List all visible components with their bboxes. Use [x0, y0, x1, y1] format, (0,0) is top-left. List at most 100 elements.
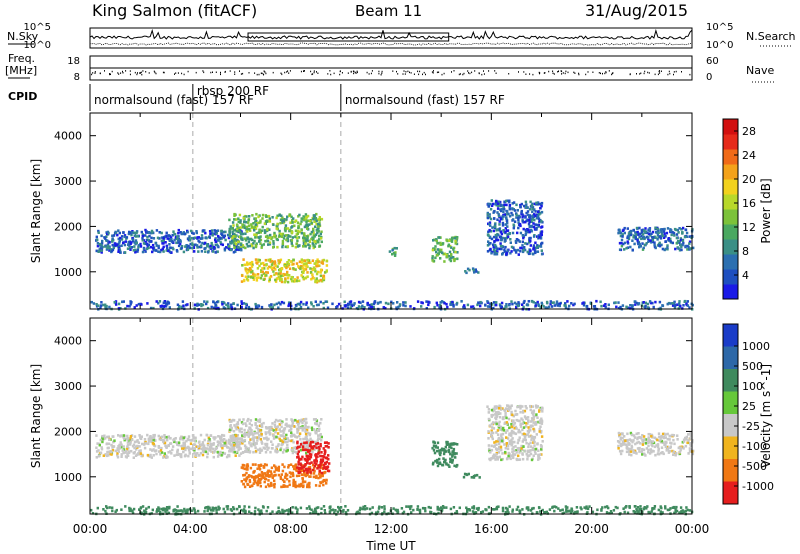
echo-cell: [168, 243, 171, 246]
echo-cell: [514, 241, 518, 244]
echo-cell: [312, 227, 315, 231]
echo-cell: [497, 426, 501, 429]
nave-dot: [578, 72, 580, 75]
echo-cell: [199, 451, 203, 455]
echo-cell: [190, 236, 194, 240]
echo-cell: [321, 474, 324, 478]
nave-dot: [284, 71, 286, 74]
echo-cell: [636, 230, 639, 234]
echo-cell: [489, 217, 493, 221]
echo-cell: [273, 464, 276, 467]
echo-cell: [301, 271, 305, 274]
echo-cell: [309, 469, 312, 473]
echo-cell: [208, 447, 211, 451]
echo-cell: [285, 266, 288, 270]
echo-cell: [505, 213, 508, 216]
echo-cell: [232, 239, 236, 242]
echo-cell: [286, 245, 289, 248]
nave-dot: [558, 70, 559, 72]
nave-dot: [122, 70, 123, 73]
echo-cell: [535, 413, 538, 416]
echo-cell: [278, 260, 282, 264]
echo-cell: [282, 484, 285, 487]
echo-cell: [599, 300, 602, 304]
echo-cell: [244, 479, 248, 483]
echo-cell: [106, 435, 109, 439]
echo-cell: [168, 306, 171, 309]
echo-cell: [304, 467, 308, 471]
echo-cell: [534, 250, 537, 254]
echo-cell: [270, 259, 274, 263]
nave-dot: [483, 70, 484, 72]
echo-cell: [139, 452, 143, 455]
echo-cell: [122, 435, 125, 439]
echo-cell: [116, 448, 120, 452]
echo-cell: [236, 426, 239, 430]
echo-cell: [229, 450, 232, 453]
echo-cell: [618, 434, 621, 438]
echo-cell: [159, 453, 162, 456]
echo-cell: [297, 423, 300, 426]
echo-cell: [316, 258, 319, 261]
echo-cell: [320, 435, 323, 439]
cpid-segment-label: normalsound (fast) 157 RF: [94, 93, 254, 107]
echo-cell: [649, 239, 652, 242]
echo-cell: [502, 429, 506, 432]
echo-cell: [653, 241, 656, 244]
echo-cell: [122, 451, 125, 455]
echo-cell: [126, 443, 130, 447]
echo-cell: [537, 453, 540, 457]
echo-cell: [271, 236, 274, 239]
echo-cell: [490, 433, 493, 437]
echo-cell: [526, 228, 529, 231]
echo-cell: [284, 279, 287, 283]
echo-cell: [431, 255, 434, 258]
echo-cell: [615, 305, 618, 309]
echo-cell: [115, 508, 118, 512]
echo-cell: [497, 451, 501, 454]
echo-cell: [308, 452, 311, 456]
echo-cell: [496, 250, 499, 253]
echo-cell: [662, 236, 666, 239]
echo-cell: [138, 434, 141, 437]
echo-cell: [182, 250, 186, 254]
echo-cell: [452, 447, 456, 451]
echo-cell: [237, 242, 240, 245]
echo-cell: [531, 206, 535, 209]
echo-cell: [118, 443, 121, 447]
echo-cell: [524, 232, 528, 235]
echo-cell: [510, 454, 513, 457]
echo-cell: [645, 447, 649, 450]
echo-cell: [257, 474, 260, 478]
echo-cell: [495, 421, 498, 424]
echo-cell: [233, 212, 236, 216]
echo-cell: [532, 215, 536, 218]
nave-dot: [212, 71, 213, 73]
nave-dot: [137, 72, 138, 74]
echo-cell: [114, 244, 117, 247]
echo-cell: [455, 242, 459, 246]
echo-cell: [290, 439, 293, 443]
echo-cell: [257, 430, 260, 433]
noise-right-tick-high: 10^5: [706, 22, 733, 33]
echo-cell: [222, 234, 225, 238]
echo-cell: [627, 443, 631, 446]
echo-cell: [671, 241, 674, 245]
echo-cell: [512, 201, 516, 204]
echo-cell: [268, 220, 272, 223]
echo-cell: [311, 259, 315, 262]
echo-cell: [165, 445, 168, 448]
echo-cell: [214, 251, 217, 254]
echo-cell: [532, 247, 535, 251]
echo-cell: [270, 237, 273, 241]
echo-cell: [277, 275, 280, 279]
echo-cell: [266, 448, 269, 451]
echo-cell: [629, 233, 632, 237]
echo-cell: [644, 301, 647, 305]
echo-cell: [97, 449, 100, 452]
echo-cell: [202, 444, 206, 447]
echo-cell: [271, 510, 274, 513]
echo-cell: [529, 244, 532, 247]
echo-cell: [167, 451, 170, 454]
echo-cell: [501, 224, 505, 227]
